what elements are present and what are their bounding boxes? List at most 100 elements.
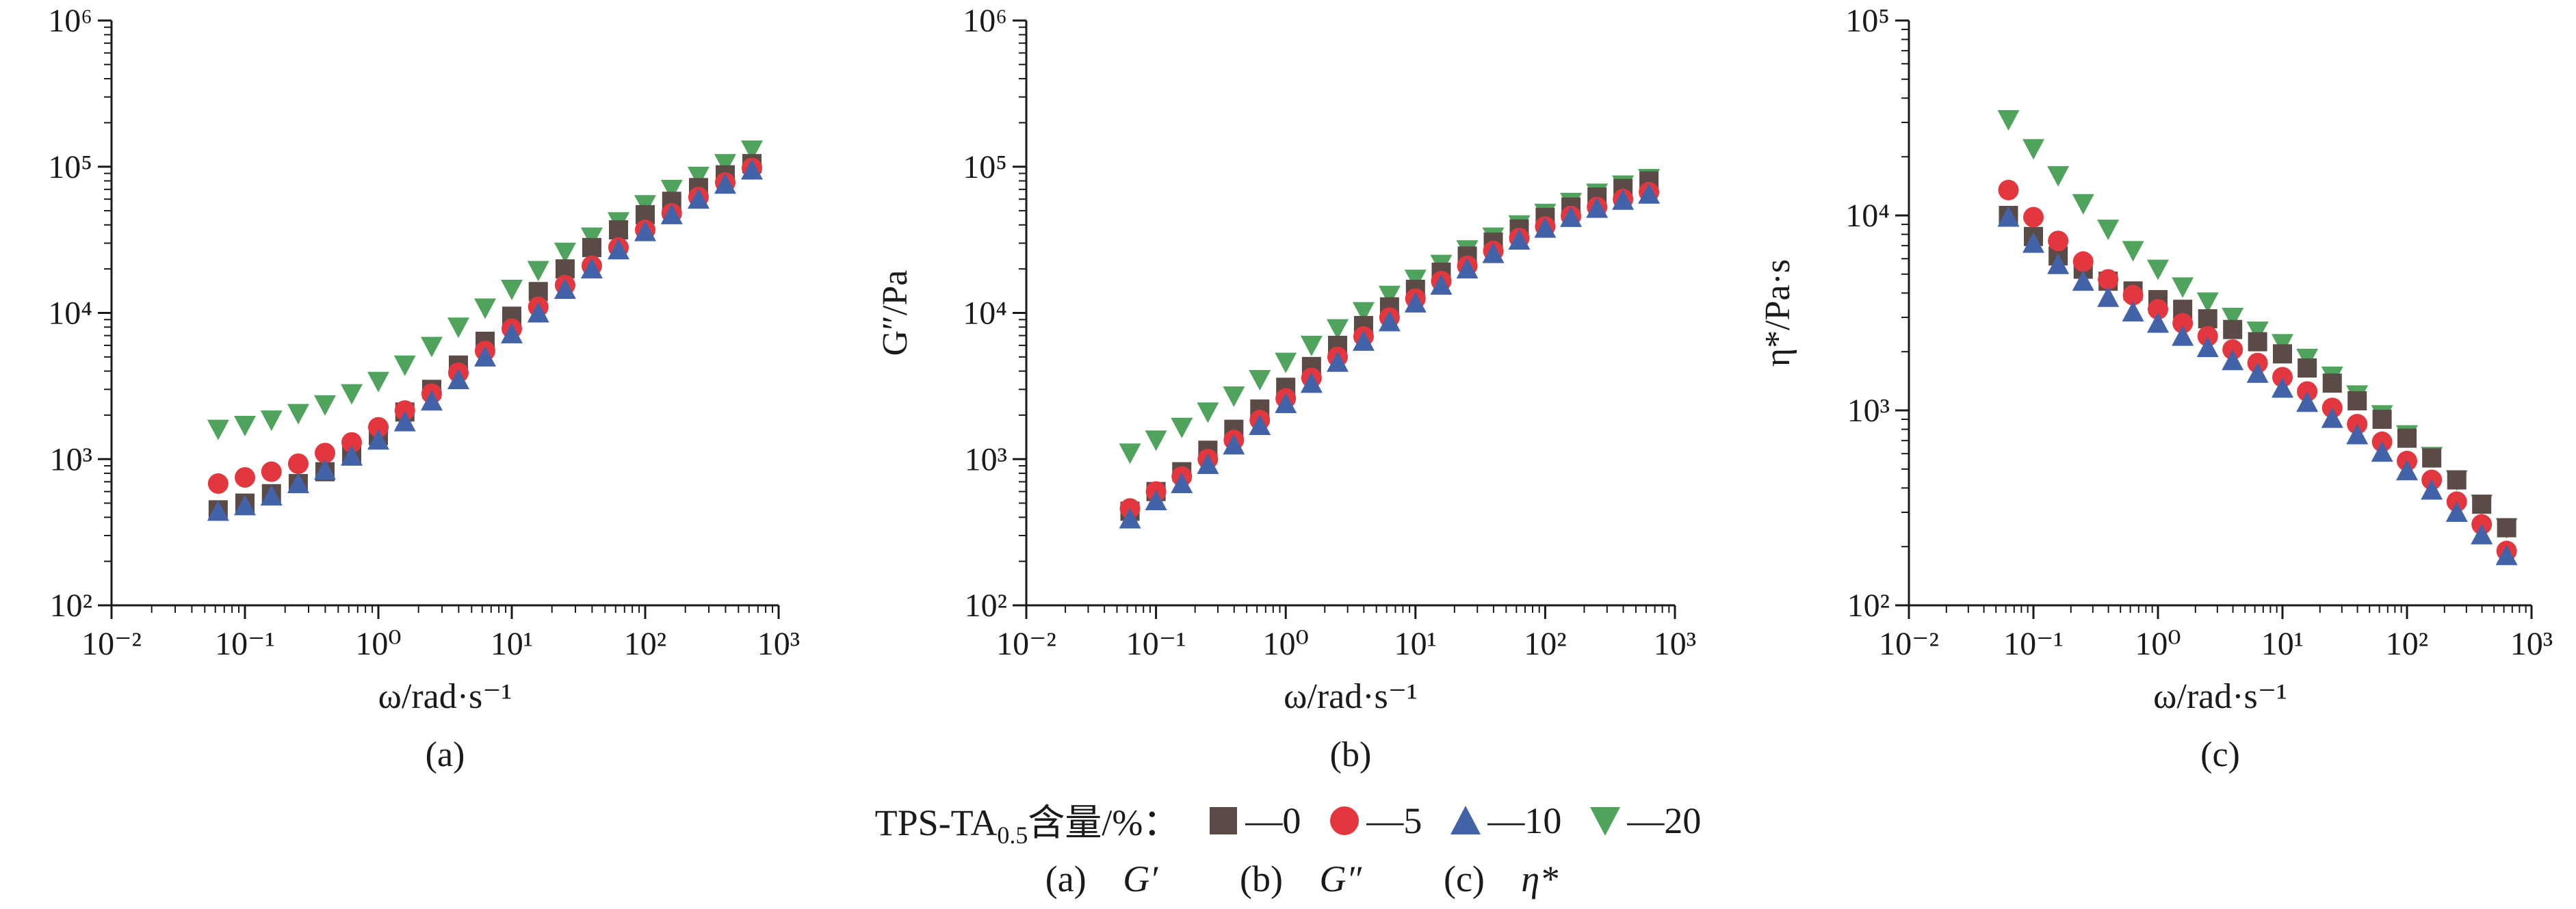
- data-point-series-10: [1534, 217, 1557, 238]
- x-tick-label: 10⁻²: [81, 626, 142, 662]
- legend-label-5: —5: [1366, 800, 1422, 841]
- data-point-series-20: [420, 337, 443, 358]
- data-point-series-20: [714, 154, 736, 175]
- legend-label-10: —10: [1487, 800, 1562, 841]
- data-point-series-20: [2147, 259, 2169, 280]
- data-point-series-20: [2022, 139, 2044, 160]
- data-point-series-10: [2222, 350, 2244, 371]
- data-point-series-10: [313, 459, 336, 480]
- figure-canvas: 10⁻² 10⁻¹ 10⁰ 10¹ 10² 10³ 10² 10³ 10⁴ 10⁵ 10⁶ ω/rad…: [48, 3, 2553, 774]
- data-point-series-10: [2022, 232, 2044, 253]
- y-tick-label: 10³: [1847, 393, 1890, 429]
- data-point-series-0: [2472, 495, 2492, 514]
- data-point-series-20: [1326, 319, 1349, 340]
- data-point-series-10: [2421, 479, 2443, 500]
- data-point-series-10: [420, 390, 443, 411]
- x-axis-label: ω/rad·s⁻¹: [1284, 677, 1418, 716]
- data-point-series-10: [2122, 301, 2144, 322]
- data-point-series-20: [1300, 335, 1323, 356]
- data-point-series-20: [527, 261, 549, 282]
- x-tick-label: 10²: [1524, 626, 1566, 662]
- data-point-series-0: [2273, 344, 2292, 364]
- data-point-series-10: [2396, 460, 2418, 481]
- y-tick-label: 10⁶: [963, 3, 1007, 39]
- x-tick-label: 10⁻¹: [215, 626, 275, 662]
- y-tick-label: 10³: [965, 441, 1007, 477]
- data-point-series-0: [2223, 319, 2243, 339]
- data-point-series-20: [554, 242, 576, 263]
- data-point-series-20: [1171, 417, 1193, 438]
- y-tick-label: 10⁵: [48, 149, 92, 185]
- data-point-series-5: [2072, 251, 2094, 272]
- data-point-series-20: [367, 371, 389, 393]
- data-point-series-10: [1249, 414, 1271, 435]
- y-axis-label: G″/Pa: [876, 270, 915, 356]
- data-point-series-0: [2447, 470, 2467, 490]
- data-point-series-20: [1145, 430, 1167, 451]
- data-point-series-10: [2147, 312, 2169, 333]
- data-point-series-10: [234, 495, 256, 516]
- data-point-series-20: [501, 280, 523, 301]
- panel-c: 10⁻² 10⁻¹ 10⁰ 10¹ 10² 10³ 10² 10³ 10⁴ 10⁵ ω/rad·s⁻…: [1758, 3, 2553, 774]
- data-point-series-20: [474, 298, 497, 319]
- caption-a: (a) G′: [1045, 858, 1158, 899]
- caption-c: (c) η*: [1443, 858, 1559, 899]
- x-tick-label: 10³: [1654, 626, 1696, 662]
- data-point-series-10: [1119, 508, 1141, 529]
- data-point-series-20: [1378, 285, 1401, 306]
- data-point-series-0: [2298, 358, 2317, 378]
- legend-entry-0: —0: [1204, 800, 1301, 842]
- data-point-series-10: [393, 410, 416, 432]
- data-point-series-5: [2048, 230, 2069, 252]
- legend-title: TPS-TA0.5含量/%：: [874, 802, 1180, 849]
- y-tick-label: 10³: [50, 441, 92, 477]
- data-point-series-10: [1638, 183, 1661, 204]
- data-point-series-20: [1997, 109, 2020, 131]
- x-tick-label: 10⁻²: [996, 626, 1056, 662]
- data-point-series-5: [394, 400, 415, 421]
- data-point-series-5: [287, 453, 309, 474]
- y-axis-label: η*/Pa·s: [1758, 259, 1797, 367]
- legend-entry-5: —5: [1325, 800, 1422, 842]
- y-tick-label: 10⁶: [48, 3, 92, 39]
- data-point-series-10: [2072, 270, 2094, 291]
- data-point-series-20: [1197, 402, 1219, 423]
- data-point-series-0: [582, 237, 601, 257]
- data-point-series-20: [341, 384, 363, 405]
- data-point-series-20: [660, 179, 683, 200]
- data-point-series-10: [1456, 258, 1479, 279]
- y-tick-label: 10⁴: [48, 295, 92, 332]
- data-point-series-5: [235, 466, 255, 488]
- legend-entry-20: —20: [1586, 800, 1701, 842]
- x-tick-label: 10¹: [1394, 626, 1437, 662]
- data-point-series-10: [1378, 311, 1401, 332]
- data-point-series-10: [1275, 392, 1297, 413]
- data-point-series-10: [207, 500, 229, 521]
- data-point-series-0: [2497, 518, 2516, 538]
- data-point-series-20: [447, 317, 469, 339]
- data-point-series-10: [474, 345, 497, 367]
- legend-label-20: —20: [1627, 800, 1702, 841]
- data-point-series-20: [2246, 321, 2269, 343]
- x-tick-label: 10⁰: [2135, 626, 2181, 662]
- data-point-series-20: [1352, 302, 1375, 323]
- legend: TPS-TA0.5含量/%： —0 —5 —10 —20: [0, 790, 2576, 852]
- data-point-series-10: [367, 429, 389, 450]
- data-point-series-10: [2246, 362, 2269, 383]
- data-point-series-20: [1223, 386, 1245, 408]
- y-tick-label: 10²: [50, 588, 92, 624]
- x-tick-label: 10⁻¹: [2003, 626, 2064, 662]
- panel-a: 10⁻² 10⁻¹ 10⁰ 10¹ 10² 10³ 10² 10³ 10⁴ 10⁵ 10⁶ ω/rad…: [48, 3, 800, 774]
- data-point-series-20: [580, 227, 603, 248]
- triangle-down-marker-icon: [1590, 807, 1621, 836]
- y-tick-label: 10⁴: [963, 295, 1007, 332]
- data-point-series-5: [2172, 313, 2194, 334]
- data-point-series-5: [1998, 179, 2019, 200]
- data-point-series-20: [1275, 352, 1297, 373]
- data-point-series-20: [207, 419, 229, 440]
- data-point-series-5: [207, 473, 229, 495]
- data-point-series-0: [2248, 332, 2267, 352]
- data-point-series-10: [287, 473, 309, 494]
- x-axis-label: ω/rad·s⁻¹: [378, 677, 512, 716]
- square-marker-icon: [1210, 807, 1238, 834]
